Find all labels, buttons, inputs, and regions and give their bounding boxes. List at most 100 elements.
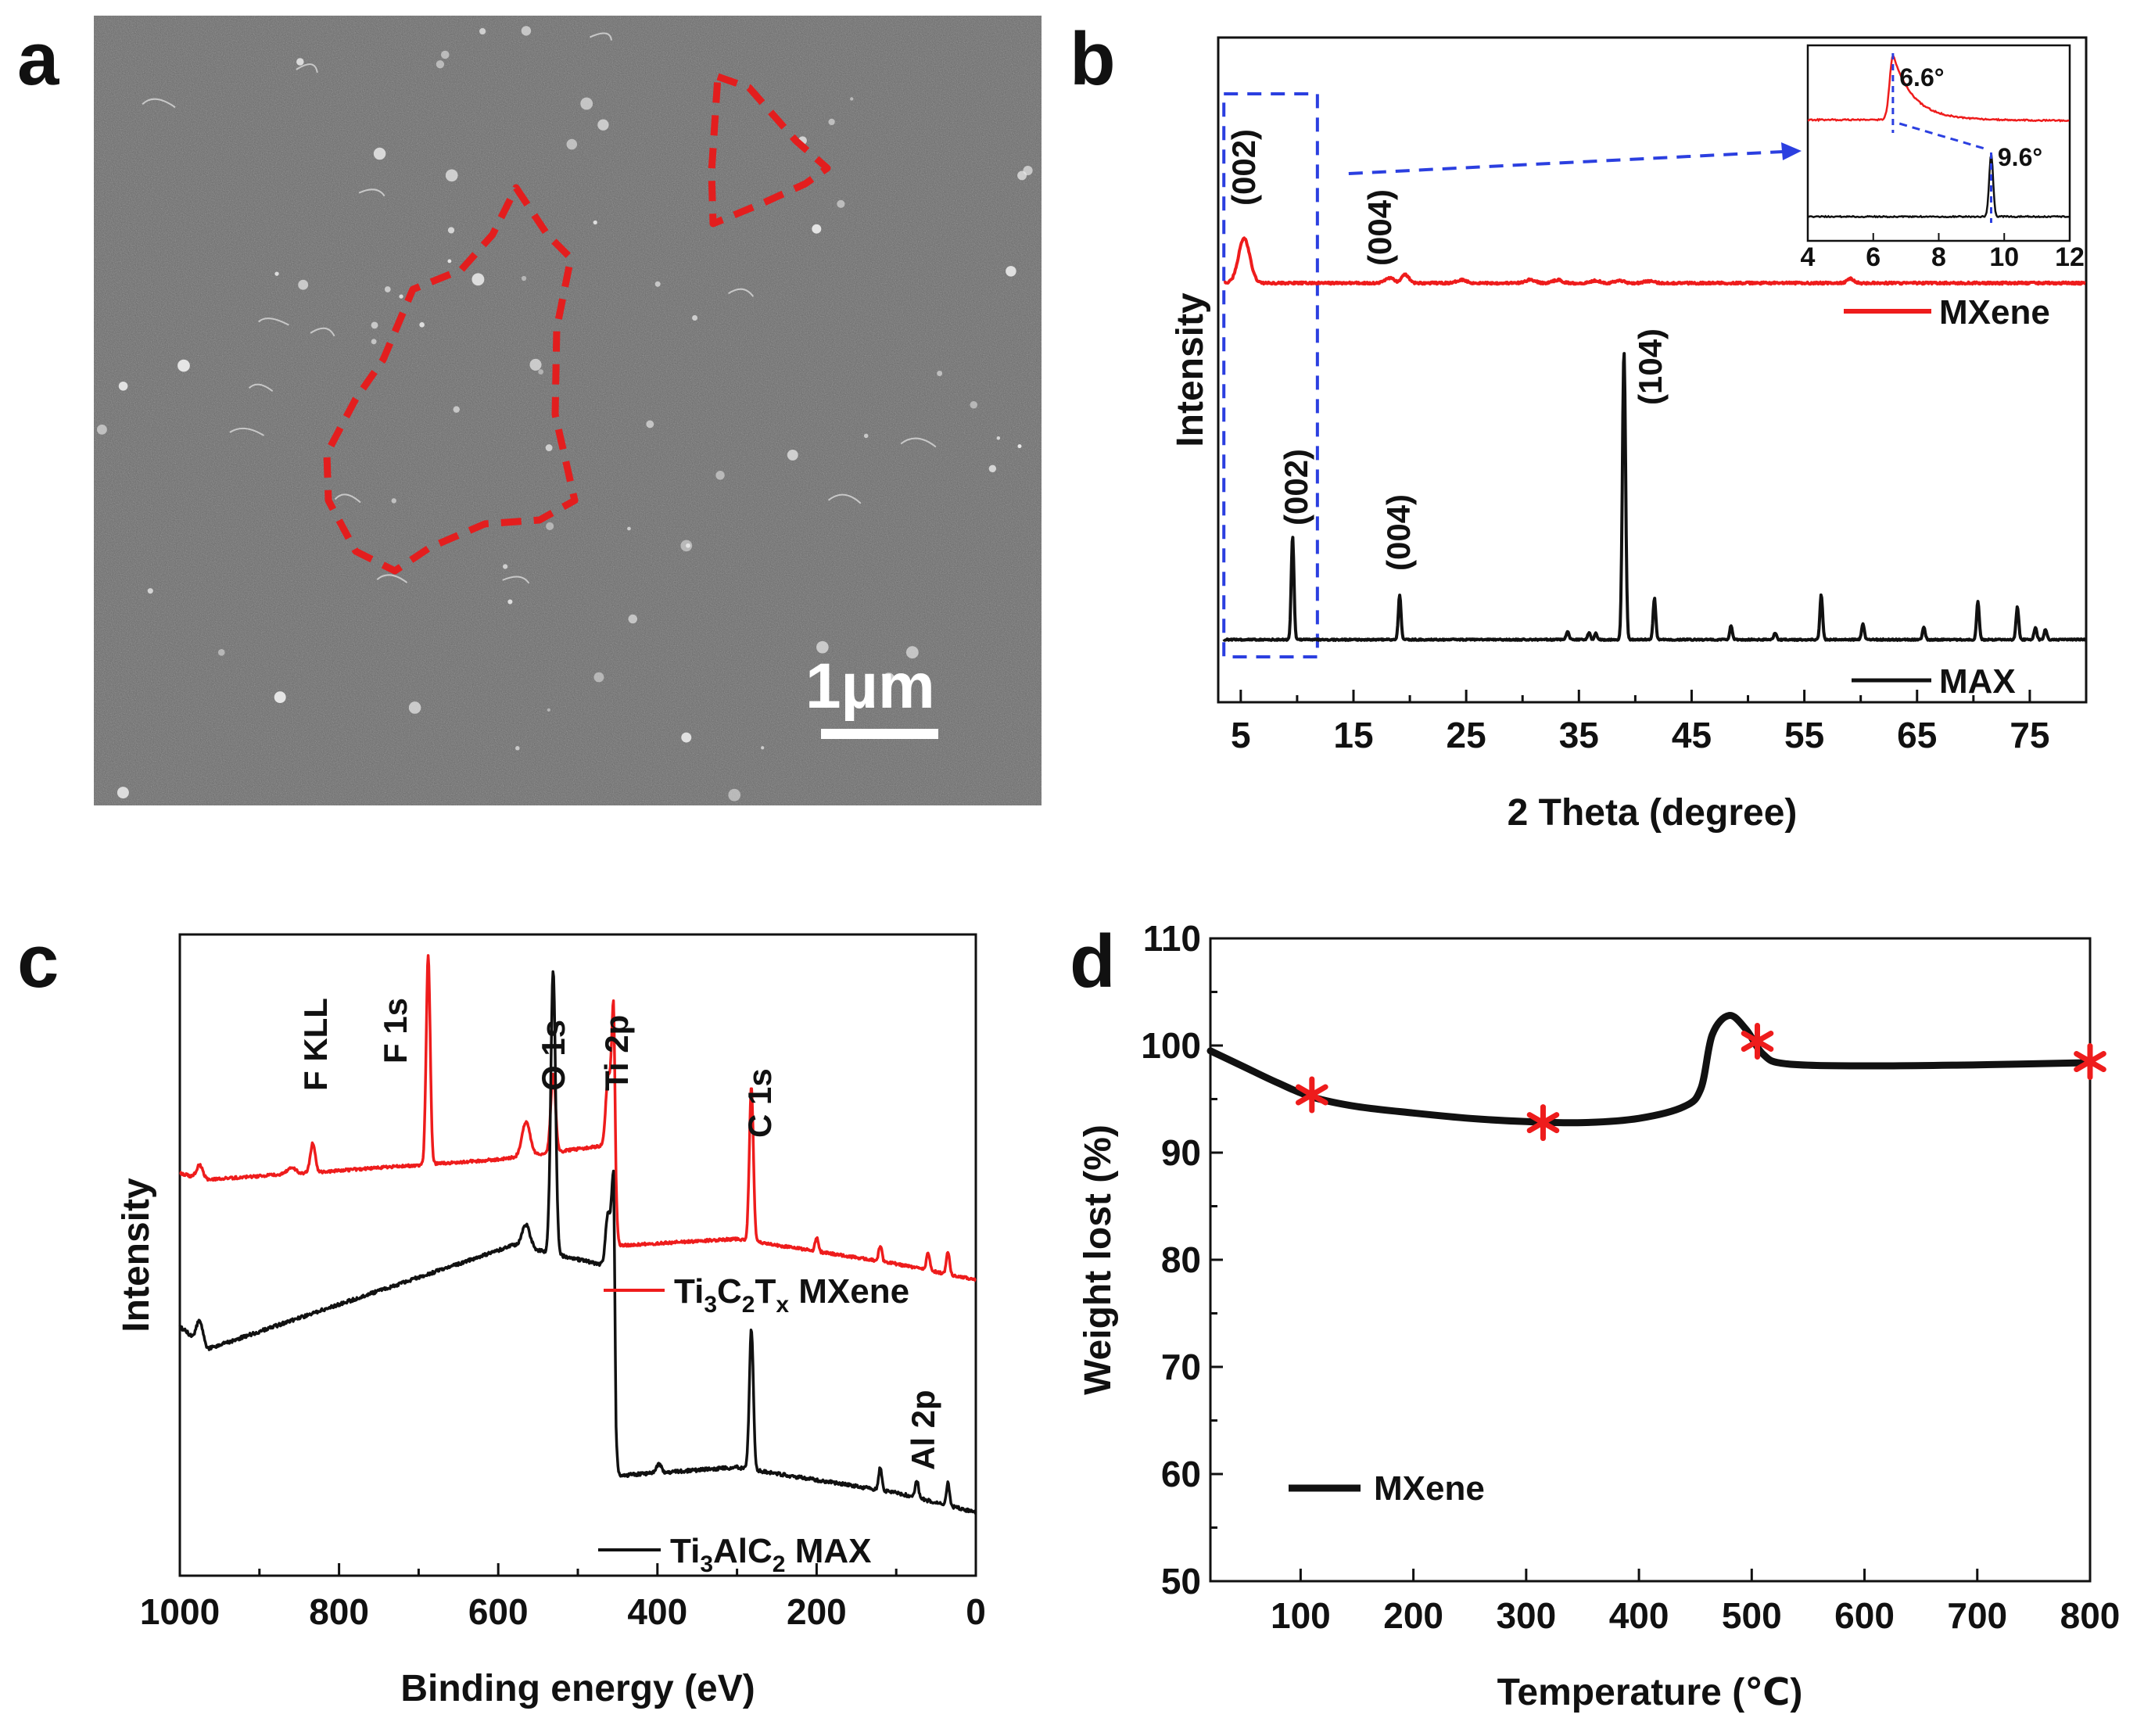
sem-flake-edge bbox=[589, 32, 612, 41]
xrd-x-tick-label: 65 bbox=[1897, 715, 1937, 755]
inset-series-max bbox=[1807, 154, 2070, 219]
sem-particle bbox=[515, 746, 520, 751]
xps-x-tick-label: 200 bbox=[787, 1591, 847, 1632]
xrd-x-tick-label: 15 bbox=[1333, 715, 1373, 755]
sem-flake-edge bbox=[296, 63, 318, 74]
sem-particle bbox=[436, 60, 445, 69]
xps-peak-label: F 1s bbox=[377, 998, 414, 1063]
sem-particle bbox=[507, 599, 513, 604]
legend-label-max: MAX bbox=[1939, 662, 2016, 701]
sem-particle bbox=[715, 471, 725, 480]
sem-particle bbox=[117, 787, 129, 799]
sem-particle bbox=[728, 788, 741, 802]
inset-x-tick-label: 8 bbox=[1931, 242, 1946, 272]
sem-particle bbox=[296, 58, 304, 66]
xrd-plot-frame bbox=[1217, 36, 2088, 704]
tga-series-mxene bbox=[1206, 1012, 2094, 1127]
inset-x-tick-label: 10 bbox=[1989, 242, 2019, 272]
sem-particle bbox=[828, 118, 835, 126]
sem-particle bbox=[850, 97, 854, 101]
sem-particle bbox=[1006, 266, 1016, 277]
sem-particle bbox=[646, 420, 654, 429]
sem-particle bbox=[371, 339, 377, 345]
xps-peak-label: Ti 2p bbox=[598, 1015, 635, 1091]
tga-y-tick-label: 100 bbox=[1141, 1025, 1201, 1066]
sem-particle bbox=[521, 275, 527, 282]
sem-particle bbox=[863, 433, 869, 439]
sem-particle bbox=[118, 381, 128, 391]
sem-particle bbox=[1017, 170, 1027, 181]
sem-particle bbox=[503, 564, 508, 569]
flake-outline-small bbox=[708, 73, 831, 228]
sem-particle bbox=[761, 746, 765, 750]
sem-particle bbox=[593, 672, 604, 683]
xrd-x-tick-label: 55 bbox=[1784, 715, 1824, 755]
sem-particle bbox=[692, 315, 698, 321]
sem-flake-edge bbox=[728, 288, 755, 297]
sem-particle bbox=[566, 138, 578, 150]
sem-particle bbox=[453, 406, 460, 413]
sem-particle bbox=[529, 358, 542, 371]
sem-particle bbox=[547, 708, 550, 712]
sem-particle bbox=[384, 286, 391, 292]
sem-particle bbox=[597, 119, 609, 131]
xrd-peak-label: (004) bbox=[1361, 189, 1398, 266]
panel-label-d: d bbox=[1070, 920, 1116, 1003]
inset-series-mxene bbox=[1807, 54, 2070, 123]
sem-particle bbox=[654, 281, 661, 287]
xrd-peak-label: (002) bbox=[1278, 449, 1314, 525]
sem-flake-edge bbox=[258, 317, 289, 326]
sem-particle bbox=[1017, 444, 1022, 449]
panel-label-b: b bbox=[1070, 17, 1116, 101]
xrd-series-mxene bbox=[1223, 236, 2087, 286]
sem-debris bbox=[96, 26, 1033, 802]
tga-y-tick-label: 80 bbox=[1161, 1239, 1201, 1280]
sem-particle bbox=[441, 50, 450, 59]
tga-x-tick-label: 200 bbox=[1383, 1595, 1443, 1636]
sem-particle bbox=[447, 227, 455, 234]
legend-label-mxene: MXene bbox=[1939, 293, 2050, 332]
sem-flake-edge bbox=[358, 188, 385, 197]
xrd-x-axis-title: 2 Theta (degree) bbox=[1508, 792, 1798, 834]
sem-flake-edge bbox=[248, 383, 274, 393]
xps-peak-label: O 1s bbox=[535, 1020, 572, 1091]
tga-marker-asterisk bbox=[1295, 1076, 1328, 1114]
sem-particle bbox=[147, 588, 153, 594]
tga-marker-asterisk bbox=[2074, 1043, 2106, 1081]
legend-label-ti3c2tx: Ti3C2Tx MXene bbox=[674, 1272, 909, 1318]
tga-legend: MXene bbox=[1289, 1469, 1485, 1508]
xrd-x-tick-label: 75 bbox=[2010, 715, 2049, 755]
xps-series-max bbox=[178, 970, 977, 1515]
sem-flake-edge bbox=[502, 576, 530, 584]
tga-x-tick-label: 800 bbox=[2060, 1595, 2121, 1636]
sem-particle bbox=[371, 321, 378, 329]
tga-marker-asterisk bbox=[1526, 1104, 1560, 1142]
tga-x-tick-label: 700 bbox=[1947, 1595, 2007, 1636]
xps-series-mxene bbox=[179, 954, 977, 1282]
sem-particle bbox=[627, 526, 631, 531]
xrd-zoom-arrowhead bbox=[1781, 142, 1802, 160]
xps-x-tick-label: 0 bbox=[966, 1591, 986, 1632]
sem-particle bbox=[593, 220, 597, 225]
sem-flake-edge bbox=[142, 98, 176, 109]
xps-peak-label: C 1s bbox=[741, 1068, 778, 1138]
sem-particle bbox=[681, 732, 692, 743]
legend-label-ti3alc2: Ti3AlC2 MAX bbox=[670, 1532, 871, 1577]
sem-particle bbox=[274, 271, 279, 276]
sem-particle bbox=[445, 169, 458, 182]
xrd-legend: MXene MAX bbox=[1844, 293, 2050, 701]
sem-particle bbox=[812, 224, 822, 234]
tga-x-tick-label: 300 bbox=[1496, 1595, 1556, 1636]
sem-particle bbox=[373, 147, 386, 160]
sem-particle bbox=[177, 359, 190, 372]
tga-marker-asterisk bbox=[1741, 1023, 1774, 1060]
tga-y-tick-label: 90 bbox=[1161, 1132, 1201, 1173]
sem-particle bbox=[217, 648, 225, 656]
sem-particle bbox=[837, 199, 845, 208]
xrd-series-max bbox=[1222, 352, 2087, 642]
sem-particle bbox=[787, 449, 798, 461]
xps-x-tick-label: 600 bbox=[468, 1591, 529, 1632]
sem-particle bbox=[580, 97, 593, 110]
sem-particle bbox=[479, 27, 486, 35]
